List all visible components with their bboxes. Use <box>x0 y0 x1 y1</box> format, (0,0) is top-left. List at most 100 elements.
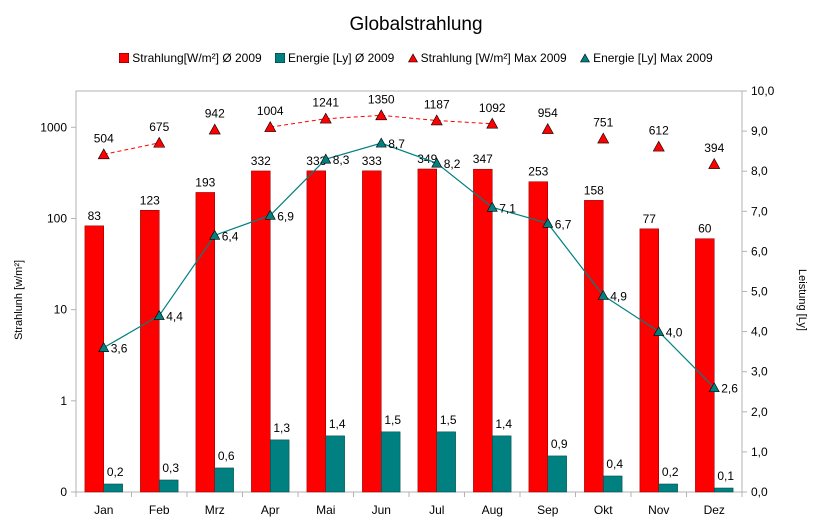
marker-energie-max <box>653 325 665 336</box>
bar-energie-avg <box>103 483 123 493</box>
marker-strahlung-max-label: 1004 <box>257 104 284 118</box>
marker-strahlung-max <box>319 112 332 124</box>
y-left-tick-label: 0 <box>60 485 67 499</box>
marker-energie-max <box>98 342 110 352</box>
chart-title: Globalstrahlung <box>349 14 483 35</box>
y-right-tick-label: 6,0 <box>751 244 768 258</box>
marker-energie-max-label: 8,2 <box>444 157 461 171</box>
bar-energie-avg-label: 1,4 <box>329 417 346 431</box>
marker-energie-max <box>542 217 554 228</box>
y-right-tick-label: 4,0 <box>751 325 768 339</box>
marker-strahlung-max <box>97 148 110 160</box>
marker-strahlung-max <box>541 123 554 134</box>
marker-energie-max-label: 4,9 <box>610 290 627 304</box>
bar-strahlung-avg <box>84 225 104 493</box>
bar-energie-avg <box>658 483 678 493</box>
x-tick-label: Sep <box>537 503 559 517</box>
marker-energie-max-label: 6,4 <box>222 229 239 243</box>
legend-label: Strahlung [W/m²] Max 2009 <box>420 50 567 65</box>
marker-energie-max-label: 2,6 <box>721 382 738 396</box>
line-strahlung-max-segment <box>103 142 160 155</box>
bar-energie-avg-label: 0,4 <box>606 457 623 471</box>
legend-label: Strahlung[W/m²] Ø 2009 <box>132 50 262 65</box>
bar-energie-avg <box>214 467 234 493</box>
bar-strahlung-avg-label: 332 <box>251 154 271 168</box>
bar-strahlung-avg <box>639 228 660 493</box>
x-tick-label: Aug <box>482 503 503 517</box>
bar-strahlung-avg-label: 123 <box>140 193 160 207</box>
legend-label: Energie [Ly] Ø 2009 <box>288 50 395 65</box>
legend-item-strahlung-avg: Strahlung[W/m²] Ø 2009 <box>118 50 262 65</box>
marker-strahlung-max-label: 942 <box>205 107 225 121</box>
marker-strahlung-max-label: 504 <box>94 131 114 145</box>
bar-energie-avg-label: 0,2 <box>662 465 679 479</box>
y-left-tick-label: 1 <box>60 394 67 408</box>
marker-strahlung-max <box>208 123 221 135</box>
bar-energie-avg <box>325 435 345 493</box>
bar-strahlung-avg <box>584 200 604 493</box>
bar-strahlung-avg-label: 333 <box>362 154 382 168</box>
line-strahlung-max-segment <box>436 119 493 125</box>
legend-swatch-red-triangle <box>407 53 418 63</box>
marker-strahlung-max-label: 394 <box>704 141 724 155</box>
y-right-tick-label: 1,0 <box>751 445 768 459</box>
marker-energie-max <box>153 309 165 320</box>
x-tick-label: Okt <box>594 503 613 517</box>
y-right-tick-label: 0,0 <box>751 485 768 499</box>
y-right-tick-label: 5,0 <box>751 285 768 299</box>
bar-strahlung-avg-label: 349 <box>417 152 437 166</box>
marker-strahlung-max-label: 612 <box>649 124 669 138</box>
bar-energie-avg-label: 1,4 <box>495 417 512 431</box>
x-tick-label: Apr <box>261 503 280 517</box>
bar-energie-avg-label: 0,6 <box>218 449 235 463</box>
marker-strahlung-max <box>597 132 610 144</box>
marker-strahlung-max <box>486 117 499 129</box>
bar-strahlung-avg-label: 333 <box>306 154 326 168</box>
x-tick-label: Nov <box>648 503 669 517</box>
bar-energie-avg-label: 0,9 <box>551 437 568 451</box>
x-tick-label: Mrz <box>205 503 225 517</box>
marker-energie-max <box>375 137 387 148</box>
marker-strahlung-max <box>708 158 721 169</box>
bar-energie-avg-label: 1,3 <box>273 421 290 435</box>
bar-energie-avg <box>270 439 290 493</box>
marker-energie-max-label: 6,7 <box>555 217 572 231</box>
marker-energie-max-label: 7,1 <box>499 201 516 215</box>
y-right-tick-label: 3,0 <box>751 365 768 379</box>
y-left-tick-label: 10 <box>54 303 68 317</box>
line-strahlung-max-segment <box>381 114 437 121</box>
bar-strahlung-avg <box>473 168 493 493</box>
bar-energie-avg-label: 1,5 <box>384 413 401 427</box>
x-tick-label: Jul <box>429 503 444 517</box>
bar-energie-avg <box>159 479 179 493</box>
bar-energie-avg <box>547 455 567 493</box>
marker-strahlung-max-label: 751 <box>593 116 613 130</box>
marker-strahlung-max <box>153 136 166 148</box>
marker-strahlung-max-label: 675 <box>149 120 169 134</box>
marker-strahlung-max <box>264 121 277 132</box>
marker-strahlung-max <box>430 114 443 126</box>
y-right-tick-label: 8,0 <box>751 164 768 178</box>
bar-energie-avg <box>381 431 401 493</box>
marker-energie-max <box>209 229 221 240</box>
marker-energie-max <box>597 289 609 300</box>
bar-strahlung-avg <box>306 170 327 493</box>
bar-strahlung-avg-label: 83 <box>88 209 102 223</box>
marker-strahlung-max-label: 954 <box>538 106 558 120</box>
legend-swatch-teal-triangle <box>580 53 591 63</box>
bar-energie-avg <box>436 431 456 493</box>
bar-energie-avg <box>714 487 734 493</box>
legend: Strahlung[W/m²] Ø 2009 Energie [Ly] Ø 20… <box>0 50 832 65</box>
bar-energie-avg <box>603 475 623 493</box>
marker-strahlung-max <box>375 109 388 121</box>
marker-energie-max-label: 4,4 <box>166 310 183 324</box>
marker-strahlung-max-label: 1350 <box>368 92 395 106</box>
y-right-tick-label: 10,0 <box>751 84 775 98</box>
marker-energie-max-label: 6,9 <box>277 209 294 223</box>
bar-energie-avg-label: 0,3 <box>162 461 179 475</box>
marker-strahlung-max <box>652 140 665 152</box>
legend-item-strahlung-max: Strahlung [W/m²] Max 2009 <box>407 50 567 65</box>
bar-strahlung-avg-label: 347 <box>473 152 493 166</box>
bar-strahlung-avg-label: 253 <box>528 165 548 179</box>
